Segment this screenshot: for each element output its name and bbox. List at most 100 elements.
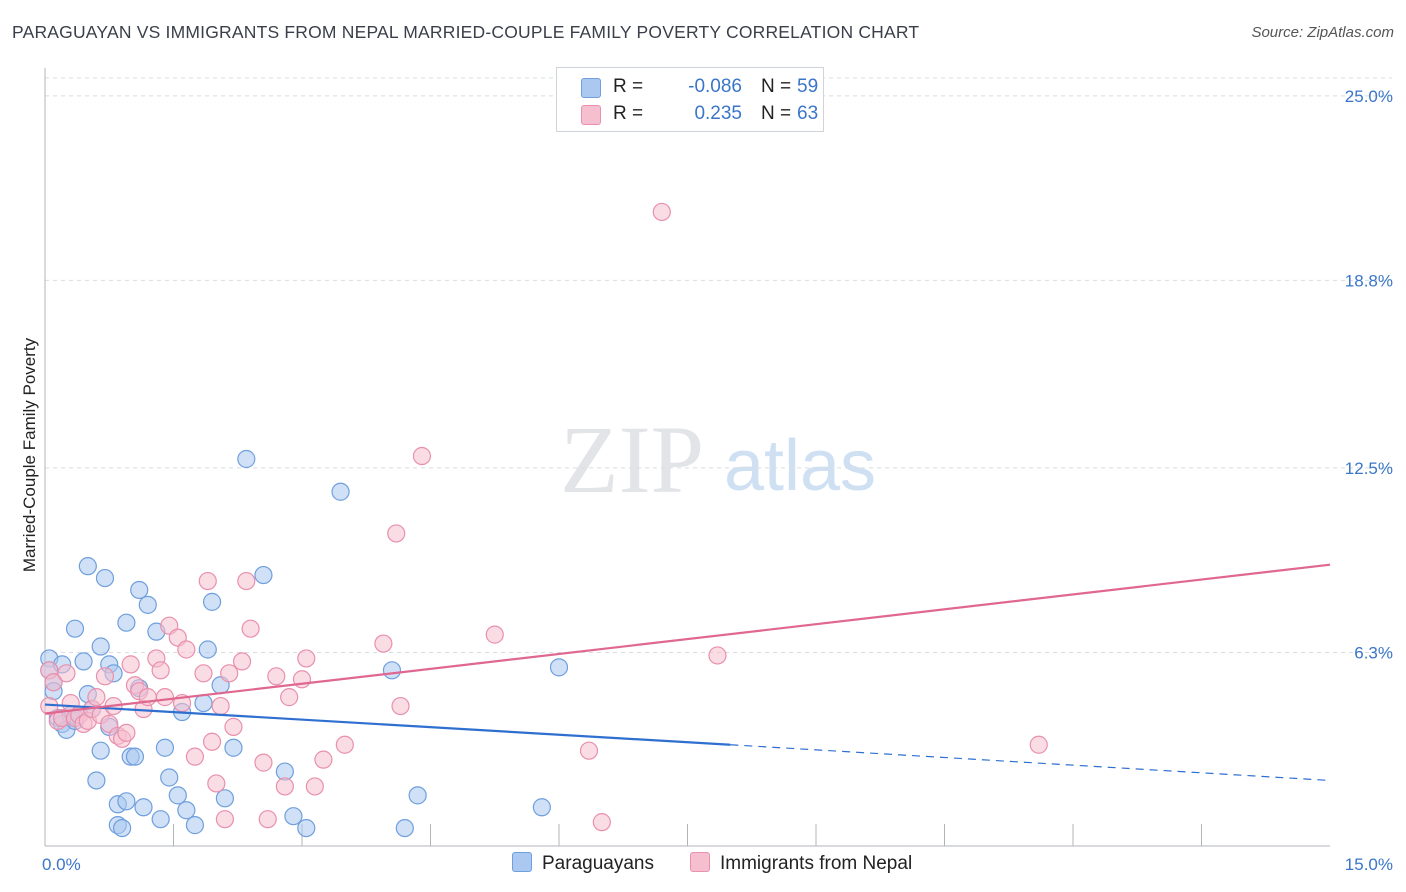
paraguayans-point xyxy=(91,637,110,656)
paraguayans-point xyxy=(134,798,153,817)
nepal-point xyxy=(374,634,393,653)
y-tick-label: 25.0% xyxy=(1345,87,1393,106)
paraguayans-point xyxy=(215,789,234,808)
nepal-swatch xyxy=(690,852,710,872)
n-value: 59 xyxy=(797,76,819,97)
paraguayans-swatch xyxy=(581,78,601,98)
nepal-point xyxy=(592,813,611,832)
paraguayans-point xyxy=(112,818,132,838)
bottom-legend-nepal[interactable]: Immigrants from Nepal xyxy=(690,852,912,875)
paraguayans-point xyxy=(130,580,149,600)
nepal-point xyxy=(412,446,432,466)
paraguayans-point xyxy=(224,738,243,757)
paraguayans-point xyxy=(284,807,303,826)
bottom-legend-paraguayans[interactable]: Paraguayans xyxy=(512,852,654,875)
paraguayans-point xyxy=(91,741,110,760)
y-tick-label: 18.8% xyxy=(1345,271,1393,290)
r-value: -0.086 xyxy=(688,76,742,97)
paraguayans-swatch xyxy=(512,852,532,872)
nepal-point xyxy=(207,774,226,793)
nepal-point xyxy=(280,688,299,707)
bottom-legend-nepal-label: Immigrants from Nepal xyxy=(720,853,913,874)
nepal-point xyxy=(121,655,140,674)
nepal-point xyxy=(151,661,170,680)
nepal-point xyxy=(194,664,213,683)
paraguayans-point xyxy=(87,771,106,790)
paraguayans-point xyxy=(395,818,414,838)
nepal-point xyxy=(198,571,217,591)
nepal-point xyxy=(232,652,252,671)
paraguayans-point xyxy=(331,482,350,501)
nepal-point xyxy=(275,777,294,796)
paraguayans-point xyxy=(78,557,97,576)
nepal-point xyxy=(177,640,196,659)
r-label: R = xyxy=(613,76,644,97)
nepal-point xyxy=(44,673,63,692)
paraguayans-point xyxy=(237,449,256,469)
nepal-point xyxy=(579,741,599,760)
paraguayans-point xyxy=(549,658,569,677)
nepal-point xyxy=(117,723,136,742)
correlation-legend: R = -0.086 N = 59 R = 0.235 N = 63 xyxy=(556,67,824,132)
paraguayans-trendline-extension xyxy=(730,744,1331,782)
paraguayans-point xyxy=(297,818,316,838)
nepal-point xyxy=(314,750,333,769)
paraguayans-point xyxy=(138,595,157,614)
paraguayans-point xyxy=(202,592,222,611)
paraguayans-point xyxy=(151,810,170,829)
paraguayans-point xyxy=(382,661,402,680)
nepal-point xyxy=(87,688,106,707)
chart-title: PARAGUAYAN VS IMMIGRANTS FROM NEPAL MARR… xyxy=(12,22,920,42)
nepal-point xyxy=(485,625,504,644)
nepal-point xyxy=(1029,735,1048,754)
x-tick-label: 0.0% xyxy=(42,855,81,874)
paraguayans-point xyxy=(185,816,205,835)
source-label: Source: ZipAtlas.com xyxy=(1251,24,1394,41)
nepal-swatch xyxy=(581,105,601,125)
y-tick-label: 12.5% xyxy=(1345,459,1393,478)
paraguayans-point xyxy=(194,693,213,713)
nepal-point xyxy=(155,688,175,707)
x-tick-label: 15.0% xyxy=(1345,855,1393,874)
bottom-legend-paraguayans-label: Paraguayans xyxy=(542,853,654,874)
paraguayans-point xyxy=(254,565,273,585)
nepal-point xyxy=(258,810,277,829)
n-value: 63 xyxy=(797,103,819,124)
nepal-point xyxy=(391,696,410,716)
paraguayans-point xyxy=(117,613,136,632)
watermark-zip: ZIP xyxy=(560,406,704,513)
nepal-point xyxy=(185,747,205,766)
watermark-atlas: atlas xyxy=(724,426,876,506)
paraguayans-point xyxy=(198,640,217,659)
paraguayans-point xyxy=(155,738,175,757)
nepal-point xyxy=(57,664,76,683)
nepal-point xyxy=(254,753,273,772)
paraguayans-point xyxy=(408,786,427,805)
n-label: N = xyxy=(761,103,792,124)
nepal-trendline xyxy=(44,563,1331,715)
paraguayans-point xyxy=(125,747,145,766)
paraguayans-point xyxy=(95,568,115,588)
nepal-point xyxy=(297,649,316,668)
zipatlas-watermark: ZIP atlas xyxy=(560,406,876,513)
nepal-point xyxy=(237,571,256,591)
paraguayans-point xyxy=(74,652,93,671)
paraguayans-point xyxy=(65,619,85,638)
paraguayans-point xyxy=(117,792,136,811)
paraguayans-point xyxy=(532,798,551,817)
paraguayans-trendline xyxy=(44,703,731,746)
y-tick-label: 6.3% xyxy=(1354,643,1393,662)
nepal-point xyxy=(215,810,234,829)
nepal-point xyxy=(211,696,230,716)
r-label: R = xyxy=(613,103,644,124)
paraguayans-point xyxy=(160,768,179,787)
nepal-point xyxy=(95,667,115,686)
nepal-point xyxy=(224,717,243,736)
n-label: N = xyxy=(761,76,792,97)
paraguayans-point xyxy=(168,786,187,805)
nepal-point xyxy=(202,732,222,751)
nepal-point xyxy=(241,619,260,638)
paraguayans-point xyxy=(177,801,196,820)
nepal-point xyxy=(335,735,354,754)
